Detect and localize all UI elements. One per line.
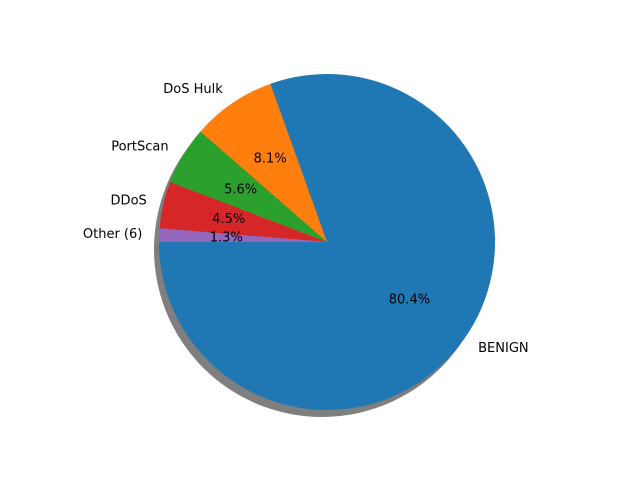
slice-label-benign: BENIGN [478, 341, 529, 356]
pie-slice-portscan [170, 131, 327, 242]
pie-slice-benign [159, 73, 495, 410]
pie-labels: BENIGN 80.4% DoS Hulk 8.1% PortScan 5.6% DDoS 4… [83, 82, 529, 356]
pct-label-other-6: 1.3% [210, 230, 243, 245]
slice-label-other-6: Other (6) [83, 227, 142, 242]
pct-label-ddos: 4.5% [212, 212, 245, 227]
pie-slice-other-6 [159, 228, 327, 242]
pie-slices [159, 73, 495, 410]
pct-label-portscan: 5.6% [224, 183, 257, 198]
slice-label-portscan: PortScan [111, 139, 168, 154]
pie-slice-ddos [159, 182, 327, 242]
slice-label-dos-hulk: DoS Hulk [163, 82, 223, 97]
slice-label-ddos: DDoS [111, 194, 147, 209]
pct-label-dos-hulk: 8.1% [254, 151, 287, 166]
pct-label-benign: 80.4% [389, 293, 430, 308]
pie-slice-dos-hulk [200, 83, 327, 242]
